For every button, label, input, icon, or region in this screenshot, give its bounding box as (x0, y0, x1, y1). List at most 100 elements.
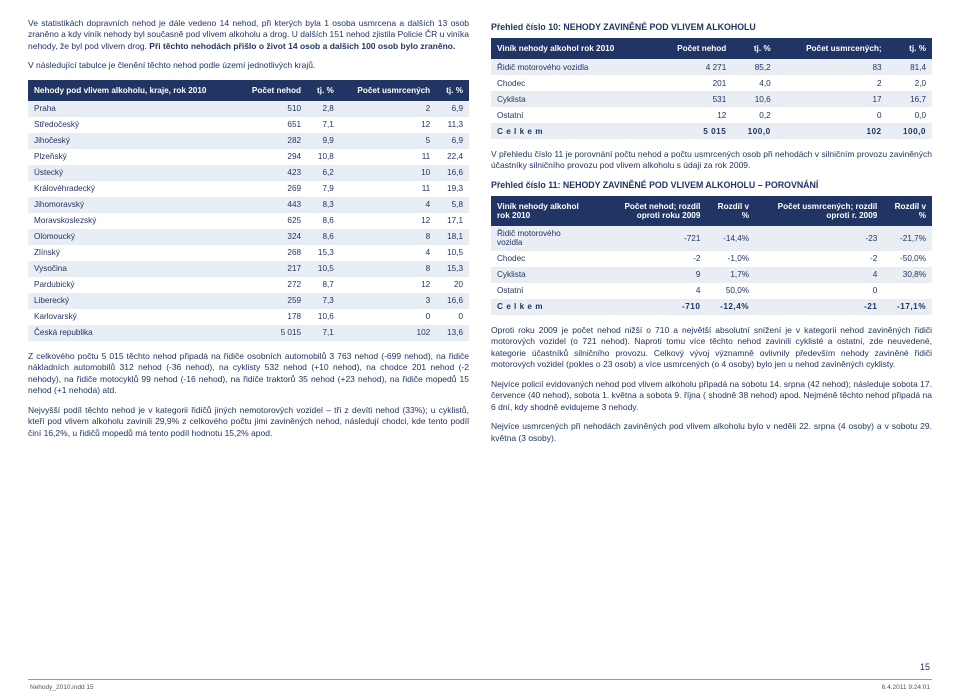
heading-10: Přehled číslo 10: NEHODY ZAVINĚNÉ POD VL… (491, 22, 932, 32)
table-cell: -14,4% (706, 226, 755, 251)
table-cell: Řidič motorového vozidla (491, 226, 594, 251)
footer-rule (28, 679, 932, 680)
table-cell: 10,6 (732, 91, 776, 107)
table-cell: -21,7% (883, 226, 932, 251)
table-cell: Ústecký (28, 165, 238, 181)
th: Rozdíl v % (706, 196, 755, 226)
table-cell: -2 (755, 251, 883, 267)
table-cell: -17,1% (883, 299, 932, 315)
table-cell: 30,8% (883, 267, 932, 283)
th: Rozdíl v % (883, 196, 932, 226)
table-culprit: Viník nehody alkohol rok 2010 Počet neho… (491, 38, 932, 139)
table-cell: -21 (755, 299, 883, 315)
table-cell: 8,6 (307, 229, 340, 245)
table-cell: 11 (340, 149, 436, 165)
table-cell: 8,6 (307, 213, 340, 229)
paragraph-7: Nejvíce policií evidovaných nehod pod vl… (491, 379, 932, 413)
th: tj. % (732, 38, 776, 59)
table-cell: 100,0 (888, 123, 932, 139)
table-row: Liberecký2597,3316,6 (28, 293, 469, 309)
table-cell: 4 271 (655, 59, 732, 75)
table-row: Jihočeský2829,956,9 (28, 133, 469, 149)
th: Počet nehod; rozdíl oproti roku 2009 (594, 196, 707, 226)
table-cell: 50,0% (706, 283, 755, 299)
table-cell: 8 (340, 229, 436, 245)
th: Viník nehody alkohol rok 2010 (491, 196, 594, 226)
table-row: C e l k e m5 015100,0102100,0 (491, 123, 932, 139)
paragraph-5: V přehledu číslo 11 je porovnání počtu n… (491, 149, 932, 172)
table-comparison-head: Viník nehody alkohol rok 2010 Počet neho… (491, 196, 932, 226)
table-cell: Česká republika (28, 325, 238, 341)
table-cell: 2 (340, 101, 436, 117)
table-cell: Středočeský (28, 117, 238, 133)
table-cell: C e l k e m (491, 299, 594, 315)
table-cell: 17,1 (436, 213, 469, 229)
left-column: Ve statistikách dopravních nehod je dále… (28, 18, 469, 452)
table-cell: 272 (238, 277, 307, 293)
table-row: Cyklista53110,61716,7 (491, 91, 932, 107)
table-cell: 7,1 (307, 325, 340, 341)
table-cell: 8,3 (307, 197, 340, 213)
table-cell: Vysočina (28, 261, 238, 277)
table-cell: 102 (340, 325, 436, 341)
table-culprit-head: Viník nehody alkohol rok 2010 Počet neho… (491, 38, 932, 59)
table-cell: 100,0 (732, 123, 776, 139)
footer-right: 6.4.2011 9:24:01 (882, 684, 930, 691)
table-cell: 4 (594, 283, 707, 299)
table-cell: 10 (340, 165, 436, 181)
table-cell: 3 (340, 293, 436, 309)
table-cell: 20 (436, 277, 469, 293)
table-cell: 9 (594, 267, 707, 283)
page-number: 15 (920, 662, 930, 672)
table-cell: Plzeňský (28, 149, 238, 165)
table-row: Moravskoslezský6258,61217,1 (28, 213, 469, 229)
heading-11: Přehled číslo 11: NEHODY ZAVINĚNÉ POD VL… (491, 180, 932, 190)
table-cell: Praha (28, 101, 238, 117)
paragraph-6: Oproti roku 2009 je počet nehod nižší o … (491, 325, 932, 371)
table-cell: Jihočeský (28, 133, 238, 149)
table-cell: 259 (238, 293, 307, 309)
table-cell: Zlínský (28, 245, 238, 261)
table-cell: 12 (655, 107, 732, 123)
table-cell: Královéhradecký (28, 181, 238, 197)
table-cell: 0 (777, 107, 888, 123)
table-cell: 201 (655, 75, 732, 91)
table-cell: 16,7 (888, 91, 932, 107)
table-cell: 2 (777, 75, 888, 91)
table-cell: Cyklista (491, 267, 594, 283)
table-cell: 8,7 (307, 277, 340, 293)
th: tj. % (888, 38, 932, 59)
table-cell: 443 (238, 197, 307, 213)
table-cell: 8 (340, 261, 436, 277)
table-cell: 12 (340, 213, 436, 229)
table-cell: 7,9 (307, 181, 340, 197)
table-cell: 0,2 (732, 107, 776, 123)
table-cell: 5 (340, 133, 436, 149)
table-row: Olomoucký3248,6818,1 (28, 229, 469, 245)
paragraph-1: Ve statistikách dopravních nehod je dále… (28, 18, 469, 52)
table-cell: 13,6 (436, 325, 469, 341)
table-cell: 217 (238, 261, 307, 277)
table-cell: 2,8 (307, 101, 340, 117)
table-cell: 10,8 (307, 149, 340, 165)
table-cell: 16,6 (436, 165, 469, 181)
table-cell: 6,9 (436, 101, 469, 117)
table-cell: 7,3 (307, 293, 340, 309)
table-cell: Moravskoslezský (28, 213, 238, 229)
table-cell: -721 (594, 226, 707, 251)
table-cell: 1,7% (706, 267, 755, 283)
table-row: Chodec2014,022,0 (491, 75, 932, 91)
footer-left: Nehody_2010.indd 15 (30, 684, 94, 691)
right-column: Přehled číslo 10: NEHODY ZAVINĚNÉ POD VL… (491, 18, 932, 452)
table-cell: -710 (594, 299, 707, 315)
table-cell: 19,3 (436, 181, 469, 197)
table-cell: 178 (238, 309, 307, 325)
table-cell: 11 (340, 181, 436, 197)
table-cell: 2,0 (888, 75, 932, 91)
table-row: Praha5102,826,9 (28, 101, 469, 117)
table-cell: Olomoucký (28, 229, 238, 245)
table-cell: 10,5 (436, 245, 469, 261)
table-cell: 102 (777, 123, 888, 139)
table-row: Řidič motorového vozidla4 27185,28381,4 (491, 59, 932, 75)
table-cell: 10,6 (307, 309, 340, 325)
